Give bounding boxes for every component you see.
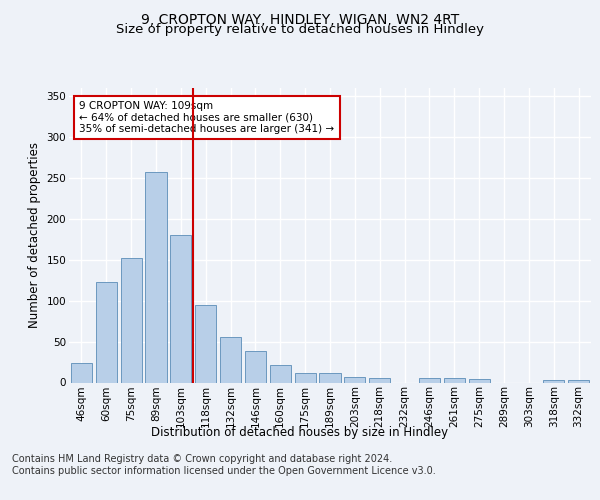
Bar	[220, 338, 241, 382]
Bar	[319, 372, 341, 382]
Bar	[469, 379, 490, 382]
Text: 9, CROPTON WAY, HINDLEY, WIGAN, WN2 4RT: 9, CROPTON WAY, HINDLEY, WIGAN, WN2 4RT	[141, 12, 459, 26]
Bar	[96, 282, 117, 382]
Bar	[419, 378, 440, 382]
Bar	[195, 304, 216, 382]
Bar	[270, 366, 291, 382]
Bar	[344, 377, 365, 382]
Text: Distribution of detached houses by size in Hindley: Distribution of detached houses by size …	[151, 426, 449, 439]
Bar	[444, 378, 465, 382]
Bar	[145, 172, 167, 382]
Text: Size of property relative to detached houses in Hindley: Size of property relative to detached ho…	[116, 22, 484, 36]
Bar	[295, 374, 316, 382]
Bar	[543, 380, 564, 382]
Text: 9 CROPTON WAY: 109sqm
← 64% of detached houses are smaller (630)
35% of semi-det: 9 CROPTON WAY: 109sqm ← 64% of detached …	[79, 101, 335, 134]
Bar	[71, 363, 92, 382]
Bar	[170, 235, 191, 382]
Bar	[369, 378, 390, 382]
Y-axis label: Number of detached properties: Number of detached properties	[28, 142, 41, 328]
Bar	[568, 380, 589, 382]
Bar	[121, 258, 142, 382]
Text: Contains public sector information licensed under the Open Government Licence v3: Contains public sector information licen…	[12, 466, 436, 476]
Text: Contains HM Land Registry data © Crown copyright and database right 2024.: Contains HM Land Registry data © Crown c…	[12, 454, 392, 464]
Bar	[245, 352, 266, 382]
